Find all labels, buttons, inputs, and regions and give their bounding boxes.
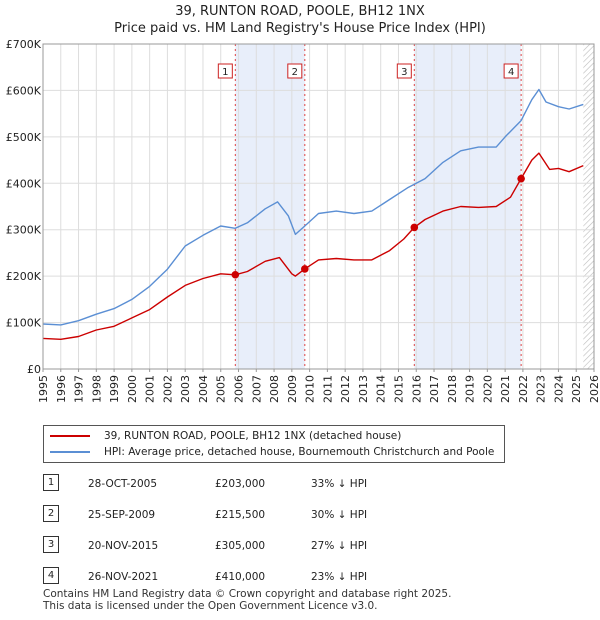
transaction-number: 2 xyxy=(43,505,59,522)
footer-licence: This data is licensed under the Open Gov… xyxy=(43,600,378,612)
sale-point xyxy=(517,174,525,183)
sale-label-box xyxy=(396,63,412,79)
sale-point xyxy=(231,270,240,279)
transaction-number: 1 xyxy=(43,474,59,491)
x-tick-label: 2005 xyxy=(215,375,228,403)
x-tick-label: 1998 xyxy=(90,375,103,403)
sale-label: 2 xyxy=(292,67,298,78)
x-tick-label: 2001 xyxy=(144,375,157,403)
y-tick-label: £100K xyxy=(6,317,42,330)
chart-title: 39, RUNTON ROAD, POOLE, BH12 1NX xyxy=(175,4,425,19)
x-tick-label: 2007 xyxy=(250,375,263,403)
plot-border xyxy=(42,43,595,370)
footer-copyright: Contains HM Land Registry data © Crown c… xyxy=(43,588,452,600)
x-tick-label: 2006 xyxy=(233,375,246,403)
y-tick-label: £400K xyxy=(6,177,42,190)
x-tick-label: 2010 xyxy=(304,375,317,403)
transaction-hpi-diff: 33% ↓ HPI xyxy=(311,478,368,490)
x-tick-label: 2019 xyxy=(464,375,477,403)
y-tick-label: £200K xyxy=(6,270,42,283)
legend-label-hpi: HPI: Average price, detached house, Bour… xyxy=(104,446,495,458)
hpi-series-line xyxy=(42,88,584,326)
x-tick-label: 2012 xyxy=(339,375,352,403)
sale-label: 1 xyxy=(222,67,228,78)
y-tick-label: £0 xyxy=(27,363,41,376)
x-tick-label: 2022 xyxy=(517,375,530,403)
x-tick-label: 2003 xyxy=(179,375,192,403)
x-tick-label: 2023 xyxy=(535,375,548,403)
y-tick-label: £500K xyxy=(6,131,42,144)
transaction-hpi-diff: 30% ↓ HPI xyxy=(311,509,368,521)
transaction-price: £305,000 xyxy=(215,540,266,552)
x-tick-label: 1996 xyxy=(55,375,68,403)
x-tick-label: 1999 xyxy=(108,375,121,403)
price-chart: 1 2 3 4 £0 £100K £200K £300K £400K £500K £600K £700… xyxy=(6,38,600,403)
legend-item-property: 39, RUNTON ROAD, POOLE, BH12 1NX (detach… xyxy=(50,428,401,444)
transactions-table: 1 28-OCT-2005 £203,000 33% ↓ HPI 2 25-SE… xyxy=(43,472,463,596)
transaction-row: 3 20-NOV-2015 £305,000 27% ↓ HPI xyxy=(43,534,463,565)
legend-item-hpi: HPI: Average price, detached house, Bour… xyxy=(50,444,494,460)
transaction-row: 1 28-OCT-2005 £203,000 33% ↓ HPI xyxy=(43,472,463,503)
x-tick-label: 2021 xyxy=(499,375,512,403)
transaction-hpi-diff: 27% ↓ HPI xyxy=(311,540,368,552)
x-tick-label: 2004 xyxy=(197,375,210,403)
x-tick-label: 2002 xyxy=(161,375,174,403)
x-tick-label: 1995 xyxy=(37,375,50,403)
transaction-price: £215,500 xyxy=(215,509,266,521)
sale-label-box xyxy=(503,63,519,79)
transaction-number: 3 xyxy=(43,536,59,553)
x-tick-label: 2000 xyxy=(126,375,139,403)
x-tick-label: 2009 xyxy=(286,375,299,403)
sale-label: 3 xyxy=(401,67,407,78)
x-tick-label: 2020 xyxy=(481,375,494,403)
y-tick-label: £600K xyxy=(6,84,42,97)
transaction-date: 20-NOV-2015 xyxy=(88,540,159,552)
legend-swatch-property xyxy=(50,435,90,437)
transaction-number: 4 xyxy=(43,567,59,584)
legend-swatch-hpi xyxy=(50,451,90,453)
x-tick-label: 2015 xyxy=(392,375,405,403)
transaction-price: £410,000 xyxy=(215,571,266,583)
transaction-date: 25-SEP-2009 xyxy=(88,509,156,521)
legend: 39, RUNTON ROAD, POOLE, BH12 1NX (detach… xyxy=(43,425,505,463)
transaction-date: 28-OCT-2005 xyxy=(88,478,157,490)
x-tick-label: 2013 xyxy=(357,375,370,403)
x-tick-label: 2018 xyxy=(446,375,459,403)
x-tick-label: 2025 xyxy=(570,375,583,403)
transaction-row: 4 26-NOV-2021 £410,000 23% ↓ HPI xyxy=(43,565,463,596)
legend-label-property: 39, RUNTON ROAD, POOLE, BH12 1NX (detach… xyxy=(104,430,402,442)
sale-point xyxy=(301,265,309,273)
chart-subtitle: Price paid vs. HM Land Registry's House … xyxy=(114,21,486,36)
x-tick-label: 2026 xyxy=(588,375,600,403)
sale-point xyxy=(410,223,419,232)
x-tick-label: 2008 xyxy=(268,375,281,403)
y-tick-label: £300K xyxy=(6,224,42,237)
sale-label: 4 xyxy=(508,67,514,78)
forecast-hatch xyxy=(583,44,594,369)
transaction-hpi-diff: 23% ↓ HPI xyxy=(311,571,368,583)
footer: Contains HM Land Registry data © Crown c… xyxy=(43,588,451,612)
transaction-date: 26-NOV-2021 xyxy=(88,571,159,583)
x-tick-label: 2014 xyxy=(375,375,388,403)
y-tick-label: £700K xyxy=(6,38,42,51)
x-tick-label: 2024 xyxy=(552,375,565,403)
x-tick-label: 2017 xyxy=(428,375,441,403)
sale-label-box xyxy=(217,63,233,79)
x-tick-label: 2016 xyxy=(410,375,423,403)
x-tick-label: 2011 xyxy=(321,375,334,403)
x-tick-label: 1997 xyxy=(73,375,86,403)
transaction-price: £203,000 xyxy=(215,478,266,490)
transaction-row: 2 25-SEP-2009 £215,500 30% ↓ HPI xyxy=(43,503,463,534)
sale-label-box xyxy=(287,63,303,79)
